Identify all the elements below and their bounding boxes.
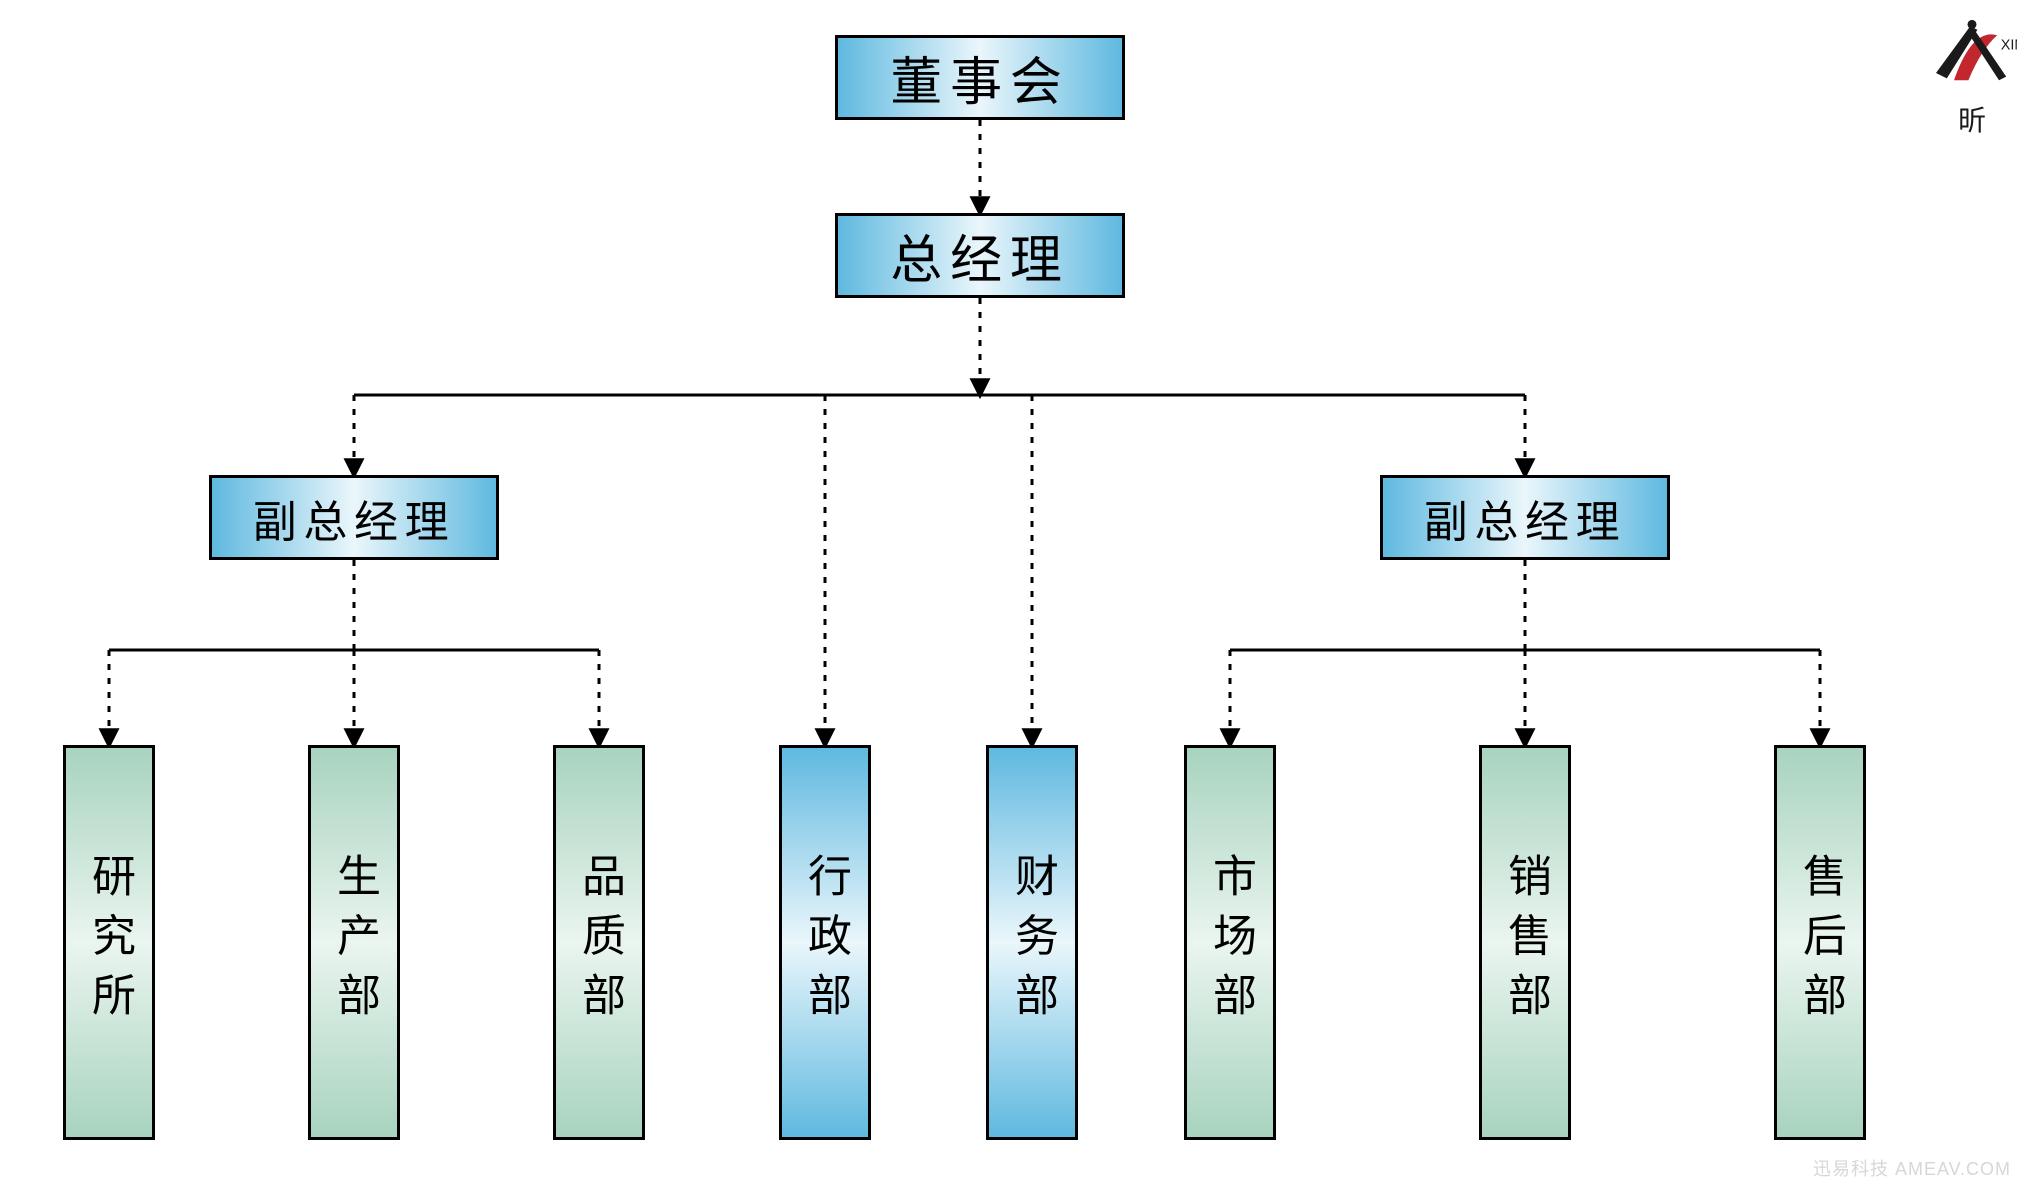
org-node-dgm_l: 副总经理 — [209, 475, 499, 560]
svg-text:XIN: XIN — [2001, 38, 2017, 54]
org-node-board: 董事会 — [835, 35, 1125, 120]
org-node-dept_sales: 销售部 — [1479, 745, 1571, 1140]
org-node-dept_after: 售后部 — [1774, 745, 1866, 1140]
org-node-dept_finance: 财务部 — [986, 745, 1078, 1140]
org-node-dept_quality: 品质部 — [553, 745, 645, 1140]
org-node-label: 生产部 — [322, 853, 386, 1031]
org-node-label: 副总经理 — [1424, 486, 1626, 550]
org-node-label: 销售部 — [1493, 853, 1557, 1031]
brand-logo: XIN 昕 — [1927, 10, 2017, 100]
org-node-label: 财务部 — [1000, 853, 1064, 1031]
org-node-dept_research: 研究所 — [63, 745, 155, 1140]
org-node-label: 市场部 — [1198, 853, 1262, 1031]
brand-logo-text: 昕 — [1927, 99, 2017, 139]
org-node-dept_prod: 生产部 — [308, 745, 400, 1140]
org-node-label: 研究所 — [77, 853, 141, 1031]
org-node-label: 总经理 — [890, 218, 1069, 293]
org-node-label: 副总经理 — [253, 486, 455, 550]
org-node-dept_market: 市场部 — [1184, 745, 1276, 1140]
org-node-label: 品质部 — [567, 853, 631, 1031]
org-node-label: 售后部 — [1788, 853, 1852, 1031]
watermark-text: 迅易科技 AMEAV.COM — [1813, 1155, 2011, 1181]
org-node-label: 行政部 — [793, 853, 857, 1031]
org-node-dgm_r: 副总经理 — [1380, 475, 1670, 560]
org-node-label: 董事会 — [890, 40, 1069, 115]
org-node-dept_admin: 行政部 — [779, 745, 871, 1140]
org-node-gm: 总经理 — [835, 213, 1125, 298]
